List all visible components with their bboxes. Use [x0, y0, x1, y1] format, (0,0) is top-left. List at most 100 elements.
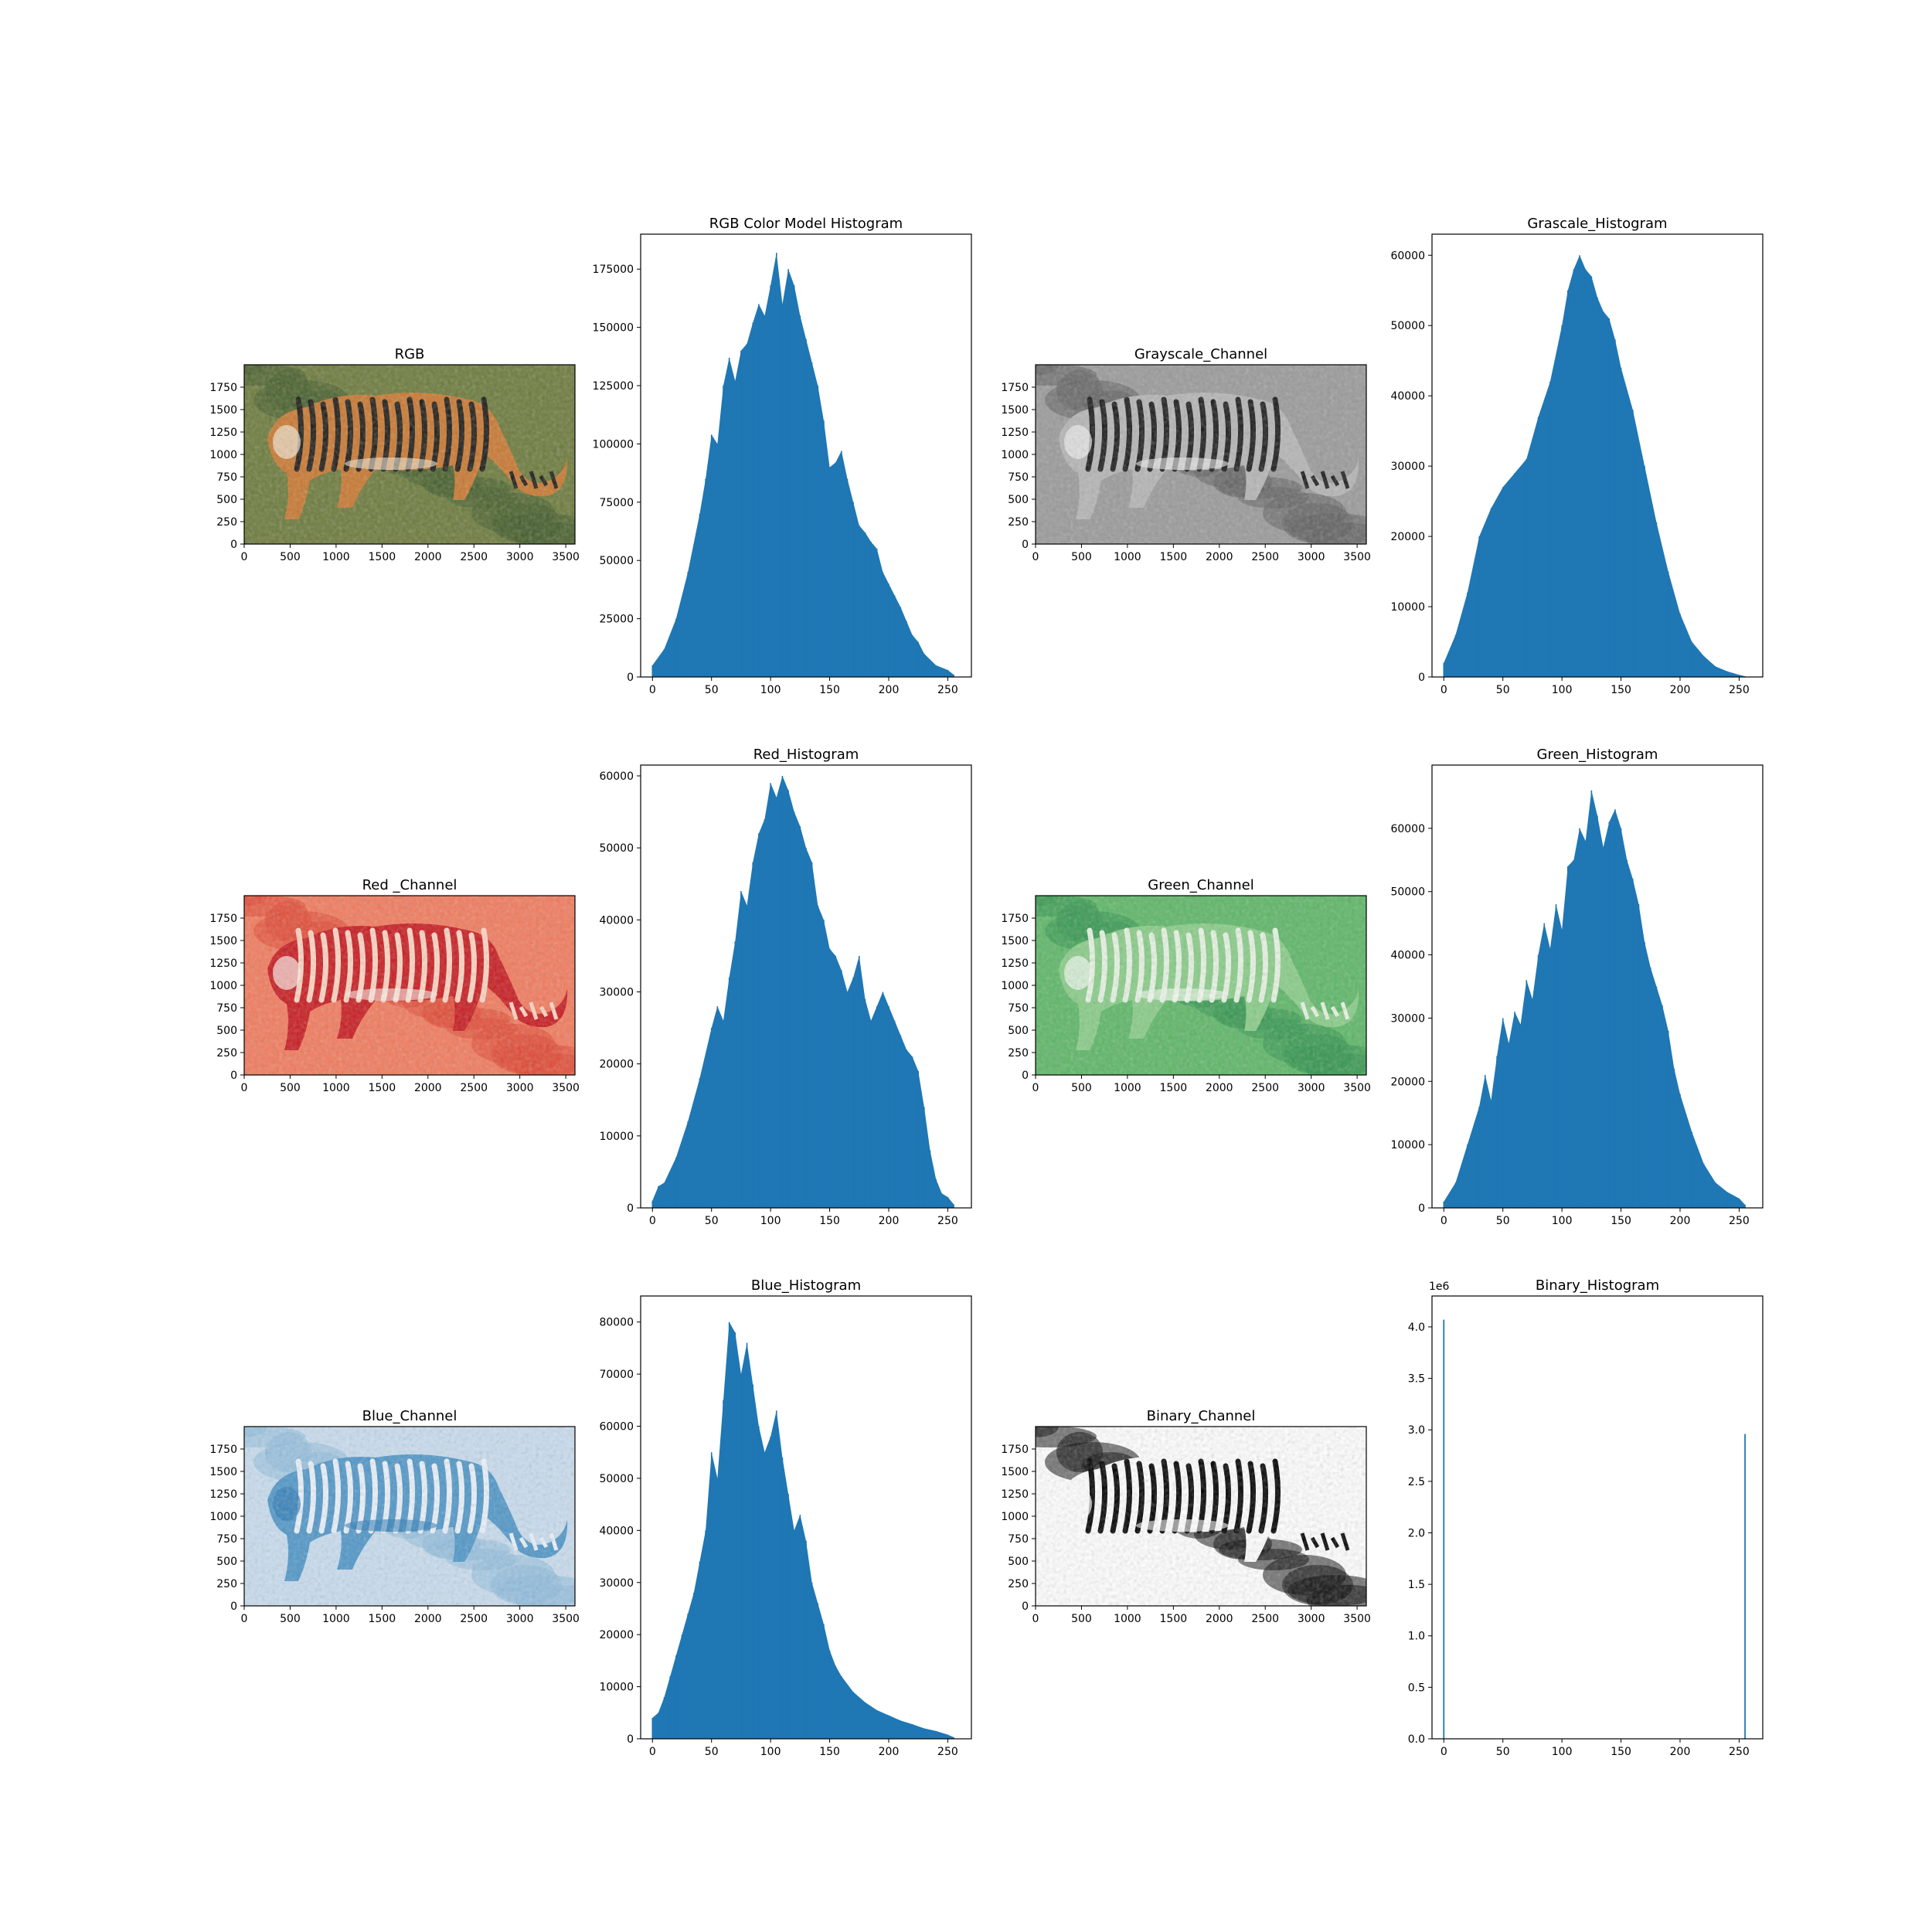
x-tick-label: 3000 — [1298, 1613, 1325, 1625]
histogram-bar — [841, 451, 842, 677]
panel-10: Blue_Histogram 0 50 100 150 200 250 0 10000 20000… — [599, 1277, 972, 1758]
y-tick-label: 50000 — [599, 842, 634, 855]
histogram-bar — [1691, 641, 1693, 677]
x-tick-label: 500 — [280, 1082, 301, 1094]
histogram-bar — [1519, 1024, 1522, 1208]
axes-frame — [1431, 1295, 1764, 1740]
x-tick-label: 2500 — [1251, 551, 1279, 563]
histogram-bar — [1443, 1319, 1445, 1739]
histogram-bar — [663, 1697, 665, 1739]
y-tick-label: 30000 — [599, 1577, 634, 1590]
histogram-bar — [699, 1078, 701, 1208]
x-tick-label: 0 — [241, 1082, 248, 1094]
panel-4: Grascale_Histogram 0 50 100 150 200 250 0 10000 2… — [1390, 216, 1764, 696]
y-tick-label: 0 — [627, 1202, 634, 1215]
y-tick-label: 60000 — [599, 1421, 634, 1434]
panel-title: Binary_Histogram — [1536, 1277, 1659, 1294]
x-tick-label: 50 — [1496, 1746, 1510, 1758]
x-tick-label: 1000 — [1114, 1082, 1141, 1094]
histogram-bar — [900, 1035, 902, 1208]
y-tick-label: 40000 — [599, 914, 634, 927]
histogram-bar — [935, 665, 937, 677]
histogram-bar — [746, 1342, 748, 1739]
histogram-bar — [723, 1020, 724, 1208]
histogram-bar — [746, 905, 748, 1208]
x-tick-label: 150 — [1611, 1215, 1631, 1227]
histogram-bar — [1738, 1198, 1740, 1208]
histogram-area — [652, 775, 954, 1208]
y-tick-label: 1500 — [209, 404, 237, 417]
y-tick-label: 25000 — [599, 614, 634, 626]
histogram-bar — [893, 1020, 896, 1208]
histogram-bar — [752, 862, 754, 1208]
x-tick-label: 1000 — [1114, 551, 1141, 563]
panel-1: RGB 0 500 1000 1500 2000 2500 3000 3500 0 250 500 75… — [209, 346, 580, 563]
x-tick-label: 1500 — [369, 1613, 396, 1625]
y-tick-label: 20000 — [1390, 531, 1425, 543]
histogram-bar — [1484, 1075, 1486, 1208]
y-tick-label: 250 — [216, 1578, 237, 1590]
y-tick-label: 0 — [627, 672, 634, 684]
panel-12: Binary_Histogram 1e6 0 50 100 150 200 250 0.0 0.5… — [1408, 1277, 1764, 1758]
histogram-bar — [1537, 417, 1539, 677]
y-tick-label: 250 — [1008, 1047, 1029, 1060]
histogram-bar — [1508, 1043, 1510, 1208]
histogram-bar — [923, 653, 925, 677]
histogram-bar — [799, 315, 801, 677]
histogram-bar — [764, 1452, 766, 1739]
histogram-bar — [1626, 859, 1628, 1208]
y-tick-label: 175000 — [593, 264, 634, 276]
histogram-bar — [953, 674, 954, 677]
histogram-bar — [699, 1561, 701, 1739]
histogram-bars — [1443, 1319, 1746, 1739]
histogram-bar — [817, 1603, 819, 1739]
histogram-bar — [1632, 879, 1634, 1208]
histogram-bars — [1443, 790, 1746, 1208]
histogram-bar — [651, 665, 654, 677]
y-tick-label: 500 — [216, 494, 237, 506]
histogram-bar — [835, 1665, 837, 1739]
histogram-bar — [947, 669, 949, 677]
axes-frame — [1431, 233, 1764, 678]
y-offset-label: 1e6 — [1429, 1281, 1450, 1293]
histogram-bar — [793, 1530, 795, 1739]
y-tick-label: 250 — [216, 516, 237, 529]
histogram-bar — [775, 1410, 777, 1739]
y-tick-label: 1250 — [209, 957, 237, 970]
histogram-bar — [935, 1730, 937, 1739]
y-tick-label: 30000 — [599, 986, 634, 998]
x-tick-label: 1500 — [1160, 1613, 1188, 1625]
y-tick-label: 750 — [216, 1533, 237, 1546]
x-tick-label: 250 — [937, 684, 958, 696]
x-tick-label: 2000 — [1206, 551, 1233, 563]
y-tick-label: 1750 — [1001, 1444, 1029, 1456]
histogram-bar — [1584, 269, 1587, 677]
y-tick-label: 20000 — [599, 1059, 634, 1071]
x-tick-label: 50 — [705, 1746, 719, 1758]
x-tick-label: 3500 — [1343, 1613, 1371, 1625]
histogram-bar — [823, 420, 825, 677]
histogram-bar — [1490, 508, 1492, 677]
y-tick-label: 150000 — [593, 322, 634, 335]
channel-image — [244, 896, 575, 1075]
x-tick-label: 3000 — [506, 1082, 534, 1094]
histogram-bar — [1673, 1068, 1675, 1208]
y-tick-label: 0 — [1022, 539, 1029, 551]
histogram-bars — [651, 775, 954, 1208]
histogram-bar — [752, 1384, 754, 1739]
histogram-bar — [781, 775, 784, 1208]
y-tick-label: 30000 — [1390, 461, 1425, 473]
histogram-bar — [1502, 487, 1504, 677]
histogram-bar — [1655, 986, 1658, 1208]
x-tick-label: 50 — [1496, 1215, 1510, 1227]
histogram-bar — [841, 1676, 842, 1739]
histogram-bar — [675, 1655, 677, 1739]
x-tick-label: 1000 — [322, 1082, 350, 1094]
y-tick-label: 1250 — [209, 1488, 237, 1501]
histogram-bar — [858, 955, 860, 1208]
histogram-bar — [1726, 1192, 1728, 1208]
x-tick-label: 150 — [819, 1746, 840, 1758]
histogram-bar — [716, 444, 719, 677]
y-tick-label: 0 — [627, 1733, 634, 1746]
histogram-bar — [953, 1204, 954, 1208]
